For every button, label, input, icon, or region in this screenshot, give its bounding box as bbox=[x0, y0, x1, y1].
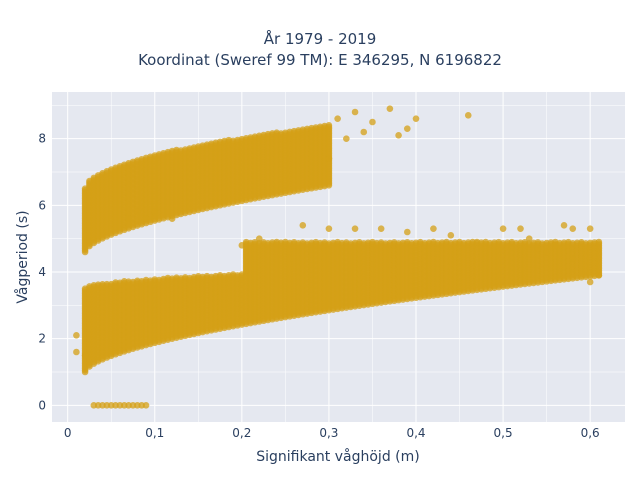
chart-title: År 1979 - 2019 bbox=[263, 30, 377, 48]
data-points bbox=[73, 105, 603, 409]
data-point bbox=[595, 238, 603, 246]
chart-subtitle: Koordinat (Sweref 99 TM): E 346295, N 61… bbox=[138, 51, 502, 69]
